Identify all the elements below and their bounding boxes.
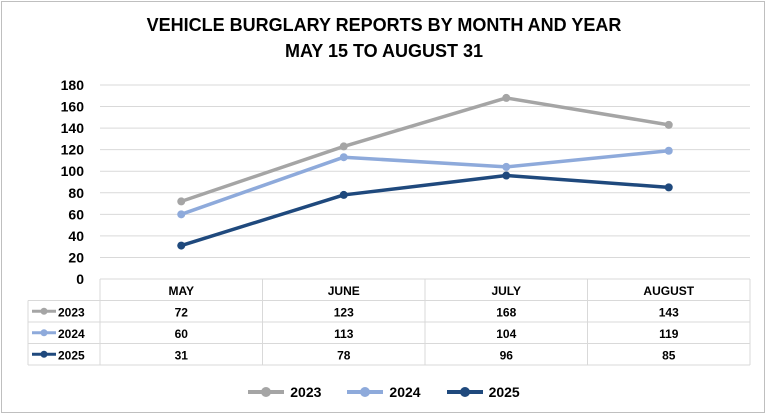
y-tick-label: 120	[61, 142, 85, 158]
table-cell-value: 96	[500, 349, 514, 363]
legend-swatch-2024	[347, 387, 384, 397]
legend-label-2025: 2025	[488, 384, 520, 400]
legend: 2023 2024 2025	[0, 384, 768, 400]
series-line-2023	[179, 96, 671, 204]
table-cell-value: 78	[337, 349, 351, 363]
data-point-2023	[339, 142, 348, 151]
y-tick-label: 140	[61, 120, 85, 136]
chart-title-line1: VEHICLE BURGLARY REPORTS BY MONTH AND YE…	[146, 15, 622, 35]
category-label: JUNE	[328, 284, 360, 298]
legend-label-2023: 2023	[290, 384, 322, 400]
table-cell-value: 60	[175, 327, 189, 341]
table-cell-value: 143	[659, 306, 679, 320]
table-cell-value: 72	[175, 306, 189, 320]
data-point-2024	[339, 153, 348, 162]
legend-label-2024: 2024	[389, 384, 421, 400]
table-cell-value: 31	[175, 349, 189, 363]
table-cell-value: 104	[496, 327, 516, 341]
y-tick-label: 40	[68, 228, 84, 244]
table-key-marker	[40, 350, 48, 358]
data-point-2025	[502, 171, 511, 180]
table-cell-value: 113	[334, 327, 354, 341]
data-point-2025	[339, 190, 348, 199]
data-point-2023	[502, 93, 511, 102]
chart-title: VEHICLE BURGLARY REPORTS BY MONTH AND YE…	[0, 12, 768, 64]
y-tick-label: 180	[61, 77, 85, 93]
data-point-2023	[664, 120, 673, 129]
data-point-2024	[502, 162, 511, 171]
y-tick-label: 20	[68, 249, 84, 265]
legend-item-2023: 2023	[248, 384, 321, 400]
table-cell-value: 123	[334, 306, 354, 320]
category-label: MAY	[168, 284, 194, 298]
legend-swatch-2025	[446, 387, 483, 397]
table-key-label: 2025	[58, 349, 85, 363]
legend-swatch-2023	[248, 387, 285, 397]
legend-item-2025: 2025	[446, 384, 520, 400]
y-tick-label: 60	[68, 206, 84, 222]
series-line-2025	[179, 173, 671, 248]
data-point-2025	[177, 241, 186, 250]
data-point-2025	[664, 183, 673, 192]
table-cell-value: 168	[496, 306, 516, 320]
category-label: JULY	[491, 284, 521, 298]
chart-title-line2: MAY 15 TO AUGUST 31	[284, 41, 484, 61]
y-tick-label: 160	[61, 99, 85, 115]
y-tick-label: 0	[76, 271, 84, 287]
y-tick-label: 100	[61, 163, 85, 179]
y-tick-label: 80	[68, 185, 84, 201]
table-cell-value: 119	[659, 327, 679, 341]
table-key-label: 2023	[58, 306, 85, 320]
legend-item-2024: 2024	[347, 384, 421, 400]
table-key-marker	[40, 307, 48, 315]
series-line-2024	[179, 148, 671, 217]
data-point-2023	[177, 197, 186, 206]
data-point-2024	[177, 210, 186, 219]
category-label: AUGUST	[643, 284, 694, 298]
table-cell-value: 85	[662, 349, 676, 363]
table-key-marker	[40, 329, 48, 337]
data-point-2024	[664, 146, 673, 155]
table-key-label: 2024	[58, 327, 85, 341]
